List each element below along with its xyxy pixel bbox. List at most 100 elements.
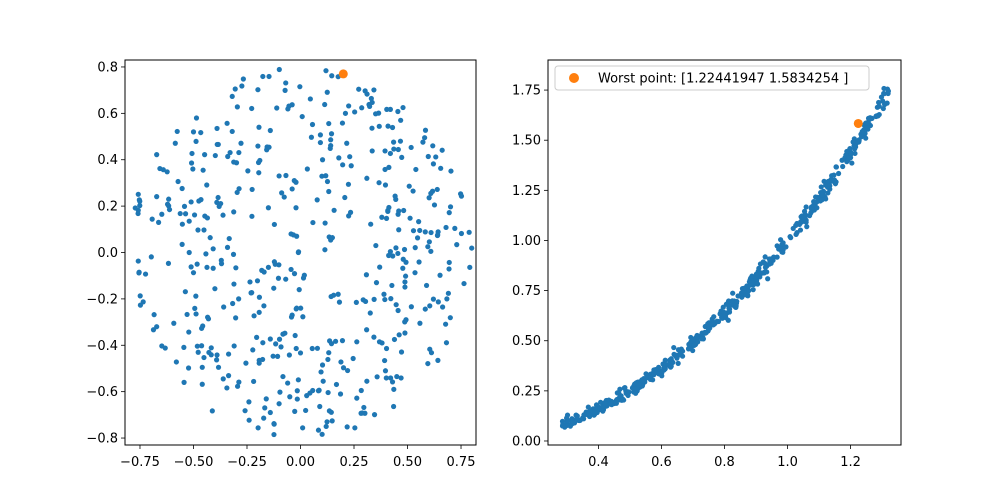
- data-point: [221, 304, 227, 310]
- data-point: [173, 359, 179, 365]
- data-point: [182, 289, 188, 295]
- data-point: [231, 159, 237, 165]
- data-point: [297, 350, 304, 356]
- data-point: [416, 219, 422, 225]
- data-point: [164, 201, 171, 207]
- data-point: [344, 424, 350, 430]
- data-point: [804, 224, 810, 230]
- data-point: [633, 390, 639, 396]
- data-point: [398, 349, 405, 355]
- data-point: [256, 309, 262, 315]
- data-point: [232, 86, 238, 92]
- data-point: [243, 360, 249, 366]
- data-point: [443, 224, 449, 231]
- data-point: [428, 350, 435, 356]
- data-point: [382, 357, 388, 364]
- data-point: [326, 350, 332, 356]
- y-tick-label: 1.75: [512, 84, 541, 99]
- data-point: [236, 296, 242, 302]
- data-point: [422, 135, 428, 141]
- data-point: [164, 169, 170, 175]
- data-point: [282, 330, 288, 336]
- data-point: [300, 314, 306, 320]
- data-point: [271, 421, 277, 427]
- data-point: [276, 173, 282, 179]
- data-point: [656, 371, 662, 377]
- data-point: [852, 150, 858, 157]
- data-point: [363, 272, 370, 278]
- data-point: [231, 209, 237, 215]
- data-point: [234, 104, 240, 110]
- data-point: [293, 205, 299, 211]
- data-point: [172, 140, 178, 146]
- data-point: [276, 336, 283, 342]
- data-point: [391, 386, 397, 392]
- data-point: [194, 343, 200, 349]
- data-point: [445, 290, 451, 296]
- data-point: [651, 367, 657, 373]
- left-blue-series: [132, 66, 475, 438]
- data-point: [426, 195, 432, 201]
- data-point: [251, 313, 257, 319]
- left-y-axis: −0.8 −0.6 −0.4 −0.2 0.0 0.2 0.4 0.6 0.8: [86, 60, 125, 447]
- data-point: [417, 227, 423, 234]
- data-point: [323, 423, 329, 430]
- data-point: [314, 197, 320, 203]
- data-point: [766, 261, 772, 267]
- data-point: [195, 227, 201, 233]
- data-point: [205, 316, 212, 322]
- data-point: [374, 374, 380, 380]
- data-point: [254, 334, 260, 340]
- data-point: [256, 124, 262, 130]
- data-point: [396, 227, 402, 233]
- data-point: [255, 159, 262, 166]
- data-point: [296, 287, 302, 293]
- data-point: [427, 303, 433, 309]
- data-point: [208, 345, 214, 351]
- data-point: [430, 143, 436, 149]
- data-point: [783, 244, 789, 250]
- data-point: [230, 300, 236, 307]
- y-tick-label: −0.2: [86, 292, 118, 307]
- data-point: [408, 304, 414, 310]
- data-point: [833, 164, 839, 170]
- data-point: [586, 411, 592, 417]
- data-point: [200, 167, 206, 173]
- data-point: [345, 181, 352, 187]
- data-point: [151, 312, 157, 318]
- data-point: [309, 345, 315, 352]
- data-point: [808, 210, 814, 216]
- data-point: [136, 270, 142, 276]
- data-point: [376, 180, 382, 186]
- data-point: [328, 131, 335, 137]
- data-point: [389, 282, 395, 289]
- data-point: [317, 403, 323, 410]
- data-point: [835, 170, 842, 177]
- data-point: [192, 305, 198, 311]
- data-point: [399, 154, 405, 161]
- data-point: [199, 364, 205, 370]
- data-point: [454, 242, 460, 248]
- right-orange-series: [853, 118, 863, 128]
- data-point: [333, 381, 340, 388]
- data-point: [214, 125, 220, 132]
- data-point: [754, 281, 761, 287]
- data-point: [708, 322, 714, 328]
- data-point: [352, 109, 358, 115]
- data-point: [203, 251, 209, 257]
- data-point: [873, 113, 879, 119]
- data-point: [749, 280, 755, 286]
- data-point: [293, 306, 299, 312]
- data-point: [299, 113, 305, 120]
- data-point: [344, 367, 351, 374]
- data-point: [271, 285, 277, 291]
- data-point: [398, 117, 404, 123]
- data-point: [136, 197, 142, 203]
- right-y-axis: 0.00 0.25 0.50 0.75 1.00 1.25 1.50 1.75: [512, 84, 548, 449]
- data-point: [400, 256, 406, 262]
- data-point: [166, 206, 173, 213]
- x-tick-label: 0.8: [714, 455, 735, 470]
- data-point: [389, 124, 396, 131]
- data-point: [794, 230, 800, 236]
- data-point: [289, 186, 295, 192]
